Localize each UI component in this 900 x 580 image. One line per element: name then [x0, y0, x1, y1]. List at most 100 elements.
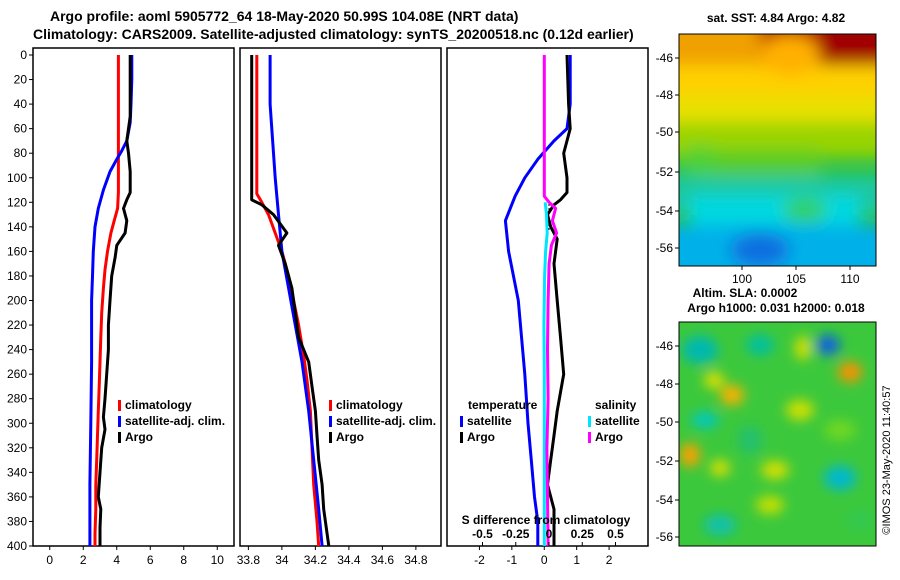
sla-ytick-label: -46	[656, 339, 674, 353]
depth-tick-label: 260	[7, 367, 27, 381]
depth-tick-label: 60	[14, 122, 28, 136]
legend-satellite-label: satellite-adj. clim.	[125, 414, 225, 428]
legend-climatology-swatch	[118, 400, 121, 411]
depth-tick-label: 40	[14, 97, 28, 111]
sla-ytick-label: -48	[656, 377, 674, 391]
s-x-tick-label: 0.25	[571, 527, 595, 541]
title-line-2: Climatology: CARS2009. Satellite-adjuste…	[33, 26, 634, 42]
depth-tick-label: 280	[7, 392, 27, 406]
temperature-panel-frame	[32, 47, 235, 547]
imos-credit: ©IMOS 23-May-2020 11:40:57	[881, 385, 893, 534]
sla-map	[679, 322, 876, 546]
depth-tick-label: 180	[7, 269, 27, 283]
depth-tick-label: 400	[7, 539, 27, 553]
series-line-climatology	[255, 55, 321, 547]
depth-tick-label: 360	[7, 490, 27, 504]
x-tick-label: -1	[507, 553, 518, 567]
sst-map-frame	[678, 33, 877, 267]
sla-map-title-1: Altim. SLA: 0.0002	[693, 286, 798, 300]
legend-sal-argo-swatch	[588, 432, 591, 443]
depth-tick-label: 80	[14, 146, 28, 160]
sla-ytick-label: -52	[656, 454, 674, 468]
x-tick-label: -2	[474, 553, 485, 567]
x-tick-label: 34.6	[371, 553, 395, 567]
legend-argo-swatch	[118, 432, 121, 443]
sst-map-x-axis: 100 105 110	[732, 266, 860, 286]
difference-chart: -2 -1 0 1 2 -0.5 -0.25 0 0.25 0.5 S difference f…	[460, 54, 640, 567]
depth-tick-label: 380	[7, 514, 27, 528]
x-tick-label: 34.2	[304, 553, 328, 567]
salinity-panel-frame	[239, 47, 442, 547]
sla-map-y-axis: -46 -48 -50 -52 -54 -56	[656, 339, 679, 544]
title-line-1: Argo profile: aoml 5905772_64 18-May-202…	[50, 8, 518, 24]
legend-temp-argo-label: Argo	[467, 430, 495, 444]
temperature-profile-chart: 0 2 4 6 8 10 climatology satellite-adj. clim.…	[46, 55, 225, 567]
depth-tick-label: 300	[7, 416, 27, 430]
series-line-salinity-satellite	[542, 202, 549, 546]
sst-ytick-label: -54	[656, 204, 674, 218]
sst-map	[679, 34, 876, 266]
x-tick-label: 0	[46, 553, 53, 567]
x-tick-label: 1	[573, 553, 580, 567]
sst-ytick-label: -50	[656, 125, 674, 139]
depth-tick-label: 140	[7, 220, 27, 234]
depth-tick-label: 320	[7, 441, 27, 455]
depth-tick-label: 120	[7, 195, 27, 209]
x-tick-label: 34	[275, 553, 289, 567]
x-tick-label: 6	[147, 553, 154, 567]
series-line-temperature-satellite	[503, 55, 572, 546]
legend-satellite-swatch	[329, 416, 332, 427]
legend-satellite-swatch	[118, 416, 121, 427]
sst-map-title: sat. SST: 4.84 Argo: 4.82	[707, 11, 846, 25]
depth-tick-label: 20	[14, 73, 28, 87]
x-tick-label: 34.8	[404, 553, 428, 567]
legend-sal-satellite-swatch	[588, 416, 591, 427]
sla-ytick-label: -56	[656, 530, 674, 544]
series-line-argo	[96, 55, 132, 546]
depth-tick-label: 0	[20, 48, 27, 62]
legend-sal-argo-label: Argo	[595, 430, 623, 444]
series-line-climatology	[93, 55, 120, 546]
s-x-tick-label: -0.5	[472, 527, 493, 541]
difference-legend: temperature salinity satellite Argo sate…	[460, 398, 640, 444]
x-tick-label: 33.8	[237, 553, 261, 567]
legend-argo-label: Argo	[125, 430, 153, 444]
legend-temp-satellite-swatch	[460, 416, 463, 427]
legend-sal-satellite-label: satellite	[595, 414, 640, 428]
depth-tick-label: 200	[7, 294, 27, 308]
x-tick-label: 2	[80, 553, 87, 567]
sst-ytick-label: -48	[656, 88, 674, 102]
x-tick-label: 34.4	[337, 553, 361, 567]
x-tick-label: 2	[606, 553, 613, 567]
x-tick-label: 0	[541, 553, 548, 567]
legend-climatology-label: climatology	[336, 398, 403, 412]
sst-xtick-label: 110	[840, 272, 859, 286]
depth-tick-label: 160	[7, 244, 27, 258]
legend-temp-satellite-label: satellite	[467, 414, 512, 428]
salinity-profile-chart: 33.8 34 34.2 34.4 34.6 34.8 climatology satel…	[237, 55, 436, 567]
sla-map-title-2: Argo h1000: 0.031 h2000: 0.018	[687, 301, 865, 315]
sla-ytick-label: -50	[656, 415, 674, 429]
legend-temperature-header: temperature	[468, 398, 538, 412]
depth-tick-label: 340	[7, 465, 27, 479]
sst-ytick-label: -56	[656, 241, 674, 255]
x-tick-label: 8	[180, 553, 187, 567]
x-tick-label: 4	[113, 553, 120, 567]
series-line-satellite-adj-clim-	[268, 55, 324, 547]
sst-xtick-label: 105	[786, 272, 806, 286]
depth-tick-label: 100	[7, 171, 27, 185]
depth-tick-label: 240	[7, 343, 27, 357]
depth-tick-label: 220	[7, 318, 27, 332]
sla-map-frame	[678, 321, 877, 547]
x-tick-label: 10	[211, 553, 225, 567]
legend-satellite-label: satellite-adj. clim.	[336, 414, 436, 428]
sst-ytick-label: -52	[656, 165, 674, 179]
s-x-tick-label: -0.25	[502, 527, 530, 541]
legend-argo-swatch	[329, 432, 332, 443]
series-line-temperature-argo	[546, 54, 572, 546]
s-x-tick-label: 0.5	[607, 527, 624, 541]
legend-climatology-label: climatology	[125, 398, 192, 412]
legend-salinity-header: salinity	[595, 398, 637, 412]
s-difference-axis-label: S difference from climatology	[462, 513, 631, 527]
